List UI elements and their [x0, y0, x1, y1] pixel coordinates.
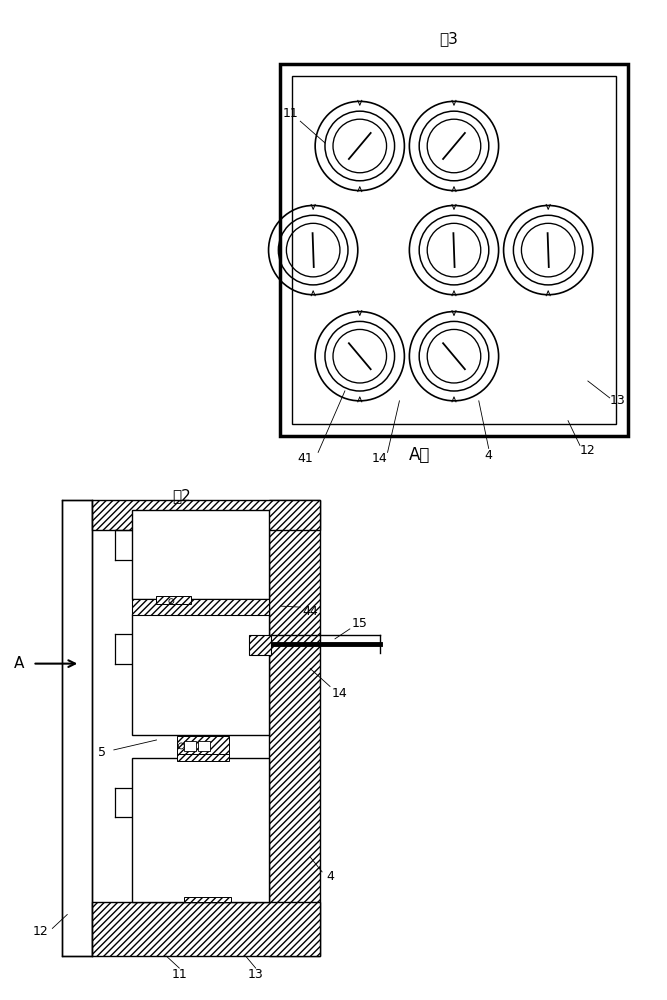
Bar [131, 599, 269, 615]
Text: A向: A向 [409, 446, 430, 464]
Text: A: A [13, 656, 24, 671]
Bar [198, 741, 210, 751]
Bar [280, 64, 628, 436]
Bar [249, 635, 271, 655]
Bar [269, 500, 320, 956]
Bar [184, 741, 196, 751]
Text: 4: 4 [485, 449, 493, 462]
Bar [131, 510, 269, 599]
Bar [131, 614, 269, 735]
Bar [292, 76, 616, 424]
Text: 14: 14 [372, 452, 388, 465]
Text: 11: 11 [283, 107, 298, 120]
Bar [177, 736, 229, 754]
Bar [92, 902, 320, 956]
Text: 图2: 图2 [172, 488, 191, 503]
Text: 11: 11 [171, 968, 187, 981]
Text: 13: 13 [247, 968, 263, 981]
Bar [62, 500, 92, 956]
Text: 13: 13 [610, 394, 626, 407]
Text: 41: 41 [297, 452, 313, 465]
Text: 5: 5 [98, 746, 106, 759]
Bar [177, 753, 229, 761]
Text: 44: 44 [302, 605, 318, 618]
Text: 4: 4 [326, 870, 334, 883]
Bar [92, 500, 320, 530]
Bar [157, 596, 191, 604]
Text: 15: 15 [352, 617, 368, 630]
Bar [131, 758, 269, 902]
Text: 14: 14 [332, 687, 348, 700]
Text: 12: 12 [33, 925, 48, 938]
Text: 12: 12 [580, 444, 596, 457]
Bar [184, 897, 231, 902]
Text: 图3: 图3 [440, 31, 458, 46]
